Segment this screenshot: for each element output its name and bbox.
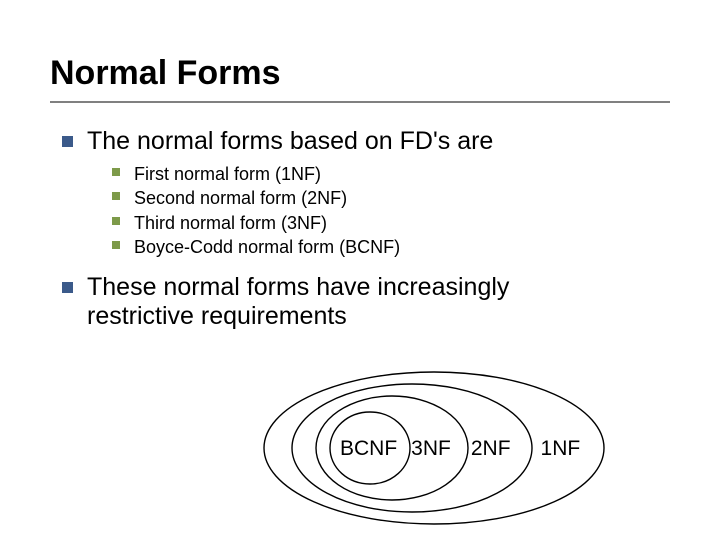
sub-bullet-text: Third normal form (3NF) <box>134 211 327 235</box>
diagram-label: 2NF <box>471 437 511 461</box>
square-bullet-icon <box>112 168 120 176</box>
bullet-text: The normal forms based on FD's are <box>87 127 493 156</box>
bullet-level1: These normal forms have increasingly res… <box>62 273 622 331</box>
bullet-level2: First normal form (1NF) <box>112 162 670 186</box>
diagram-label: 3NF <box>411 437 451 461</box>
bullet-level2: Boyce-Codd normal form (BCNF) <box>112 235 670 259</box>
diagram-labels: BCNF 3NF 2NF 1NF <box>340 437 580 461</box>
square-bullet-icon <box>62 282 73 293</box>
sub-bullet-text: First normal form (1NF) <box>134 162 321 186</box>
square-bullet-icon <box>112 241 120 249</box>
slide-title: Normal Forms <box>50 54 670 93</box>
diagram-label: 1NF <box>541 437 581 461</box>
title-underline <box>50 101 670 103</box>
square-bullet-icon <box>112 217 120 225</box>
sub-bullet-text: Boyce-Codd normal form (BCNF) <box>134 235 400 259</box>
bullet-text: These normal forms have increasingly res… <box>87 273 622 331</box>
bullet-level2: Second normal form (2NF) <box>112 186 670 210</box>
sub-bullet-text: Second normal form (2NF) <box>134 186 347 210</box>
bullet-level1: The normal forms based on FD's are <box>62 127 670 156</box>
title-block: Normal Forms <box>50 54 670 99</box>
bullet-level2: Third normal form (3NF) <box>112 211 670 235</box>
square-bullet-icon <box>112 192 120 200</box>
square-bullet-icon <box>62 136 73 147</box>
sub-bullet-list: First normal form (1NF) Second normal fo… <box>112 162 670 259</box>
diagram-label: BCNF <box>340 437 397 461</box>
